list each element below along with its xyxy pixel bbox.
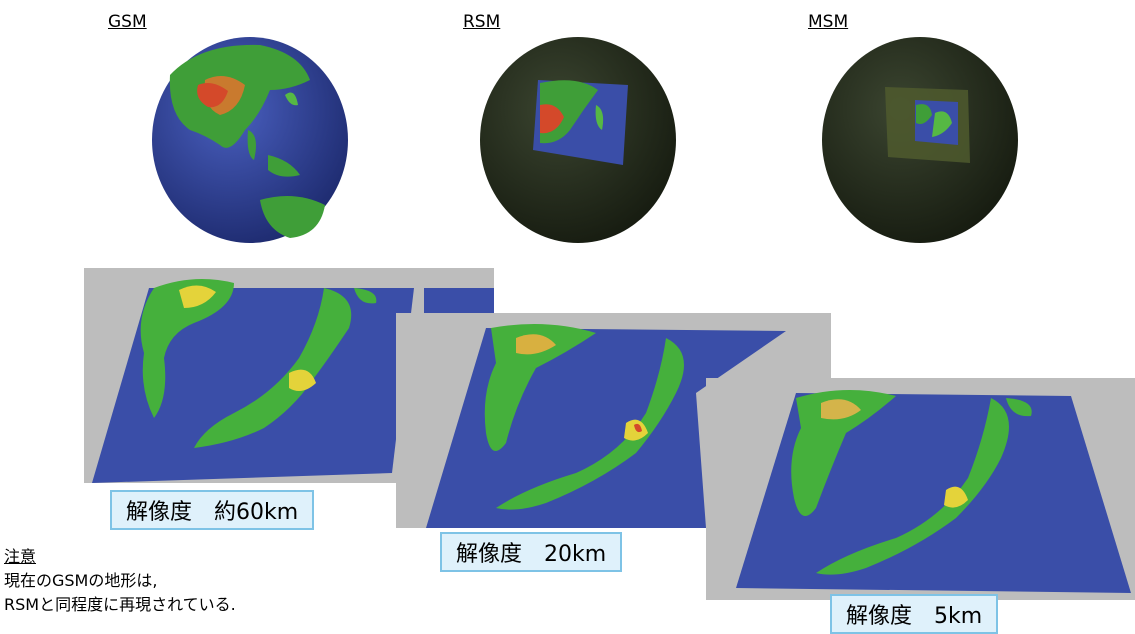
note-line-2: RSMと同程度に再現されている. <box>4 595 236 614</box>
note-box: 注意 現在のGSMの地形は, RSMと同程度に再現されている. <box>4 545 236 617</box>
msm-terrain-map <box>736 389 1131 593</box>
gsm-globe <box>152 37 348 243</box>
rsm-resolution-badge: 解像度 20km <box>440 532 623 572</box>
note-line-1: 現在のGSMの地形は, <box>4 571 158 590</box>
rsm-terrain-map <box>426 324 786 528</box>
msm-label: MSM <box>808 12 849 32</box>
rsm-label: RSM <box>463 12 501 32</box>
msm-globe <box>822 37 1018 243</box>
gsm-label: GSM <box>108 12 147 32</box>
note-title: 注意 <box>4 547 37 566</box>
gsm-terrain-panel-ext <box>424 288 494 313</box>
gsm-terrain-map <box>92 279 414 483</box>
gsm-resolution-badge: 解像度 約60km <box>110 490 315 530</box>
msm-resolution-badge: 解像度 5km <box>830 594 999 634</box>
rsm-globe <box>480 37 676 243</box>
